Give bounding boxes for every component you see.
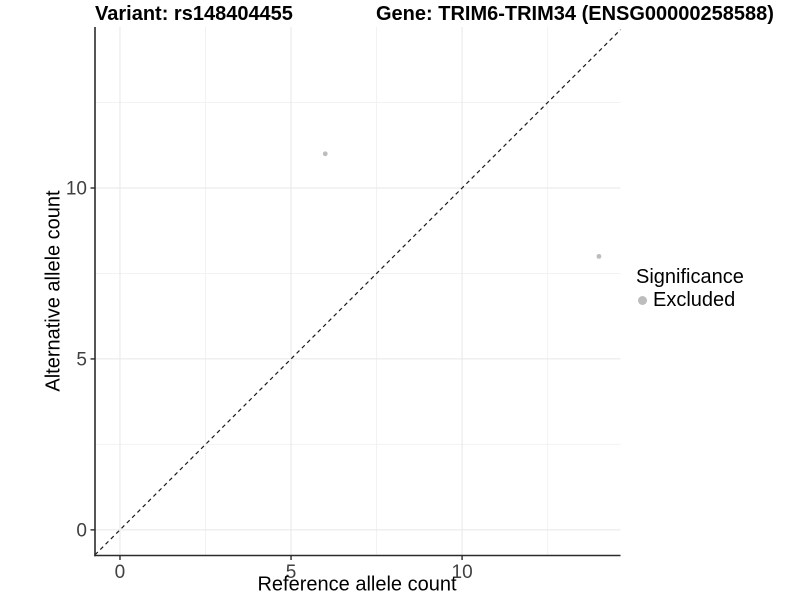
legend-item-label: Excluded [653,289,736,311]
legend: Significance Excluded [636,266,744,311]
legend-title: Significance [636,266,744,288]
legend-point-icon [638,295,647,305]
x-tick-label: 5 [286,562,297,583]
x-tick-label: 0 [115,562,126,583]
y-axis-label: Alternative allele count [42,190,65,392]
y-tick-label: 10 [66,179,87,200]
y-tick-label: 5 [76,349,87,370]
gene-title: Gene: TRIM6-TRIM34 (ENSG00000258588) [376,3,774,25]
data-point [596,253,602,259]
y-tick-label: 0 [76,520,87,541]
identity-line [94,29,621,556]
variant-title: Variant: rs148404455 [95,3,293,25]
x-axis-label: Reference allele count [257,573,457,596]
x-tick-label: 10 [452,562,473,583]
data-point [322,151,328,157]
legend-item: Excluded [636,289,744,311]
